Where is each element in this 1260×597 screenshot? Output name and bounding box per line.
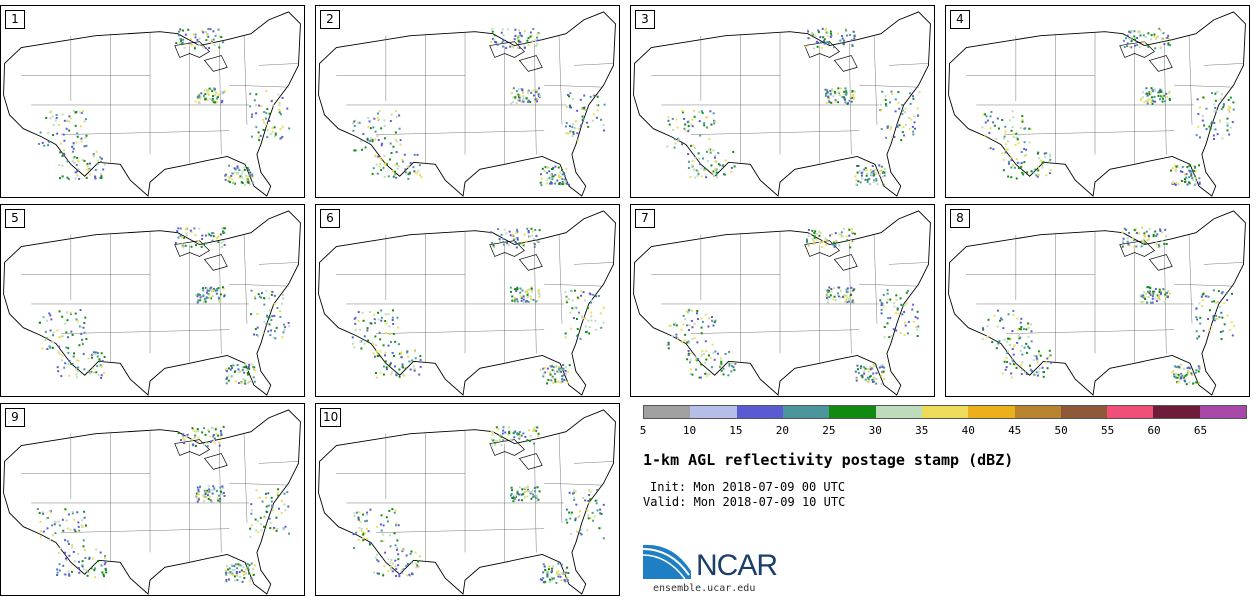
colorbar-segment	[1199, 406, 1247, 418]
colorbar-segment	[1153, 406, 1200, 418]
map-panel: 10	[315, 403, 620, 596]
valid-time: Valid: Mon 2018-07-09 10 UTC	[643, 495, 846, 509]
init-time: Init: Mon 2018-07-09 00 UTC	[650, 480, 846, 494]
colorbar-ticks: 5 10 15 20 25 30 35 40 45 50 55 60 65	[639, 424, 1247, 438]
colorbar-tick: 65	[1193, 424, 1208, 437]
member-number: 4	[950, 10, 970, 29]
colorbar-segment	[1014, 406, 1061, 418]
map-panel: 2	[315, 5, 620, 198]
colorbar-tick: 50	[1054, 424, 1068, 437]
member-number: 5	[5, 209, 25, 228]
colorbar-tick: 55	[1100, 424, 1115, 437]
colorbar-segment	[736, 406, 783, 418]
colorbar-tick: 20	[775, 424, 789, 437]
us-map-icon	[633, 210, 931, 396]
colorbar-segment	[875, 406, 922, 418]
colorbar-segment	[644, 406, 691, 418]
colorbar-tick: 10	[682, 424, 697, 437]
colorbar-segment	[921, 406, 969, 418]
map-panel: 9	[0, 403, 305, 596]
map-panel: 4	[945, 5, 1250, 198]
us-map-icon	[3, 210, 301, 396]
colorbar-tick: 35	[915, 424, 929, 437]
colorbar-tick: 40	[961, 424, 975, 437]
member-number: 1	[5, 10, 25, 29]
member-number: 9	[5, 408, 25, 427]
us-map-icon	[3, 409, 301, 595]
colorbar-segment	[782, 406, 830, 418]
member-number: 7	[635, 209, 655, 228]
figure-title: 1-km AGL reflectivity postage stamp (dBZ…	[643, 451, 1014, 469]
map-panel: 6	[315, 204, 620, 397]
colorbar-tick: 60	[1147, 424, 1161, 437]
us-map-icon	[633, 11, 931, 197]
site-url: ensemble.ucar.edu	[653, 583, 756, 594]
map-panel: 5	[0, 204, 305, 397]
us-map-icon	[948, 11, 1246, 197]
ncar-logo-icon	[643, 544, 691, 580]
member-number: 2	[320, 10, 340, 29]
us-map-icon	[3, 11, 301, 197]
map-panel: 1	[0, 5, 305, 198]
colorbar-segment	[690, 406, 737, 418]
member-number: 10	[320, 408, 342, 427]
us-map-icon	[948, 210, 1246, 396]
colorbar-segment	[1060, 406, 1108, 418]
colorbar-tick: 15	[729, 424, 743, 437]
us-map-icon	[318, 210, 616, 396]
colorbar-segment	[1107, 406, 1154, 418]
colorbar-segment	[829, 406, 876, 418]
map-panel: 7	[630, 204, 935, 397]
colorbar-tick: 5	[639, 424, 647, 437]
us-map-icon	[318, 409, 616, 595]
colorbar-tick: 45	[1008, 424, 1022, 437]
ncar-logo-word: NCAR	[696, 549, 778, 582]
member-number: 8	[950, 209, 970, 228]
colorbar-segment	[968, 406, 1015, 418]
map-panel: 3	[630, 5, 935, 198]
map-panel: 8	[945, 204, 1250, 397]
colorbar-tick: 30	[868, 424, 882, 437]
member-number: 6	[320, 209, 340, 228]
colorbar-tick: 25	[822, 424, 836, 437]
us-map-icon	[318, 11, 616, 197]
reflectivity-colorbar	[643, 405, 1247, 419]
member-number: 3	[635, 10, 655, 29]
